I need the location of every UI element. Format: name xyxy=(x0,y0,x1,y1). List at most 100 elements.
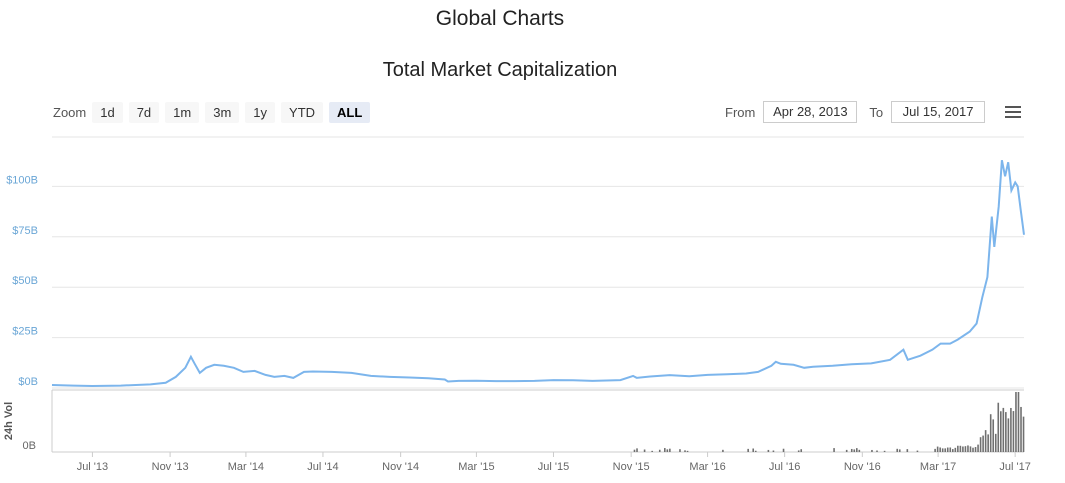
volume-bar xyxy=(944,448,947,452)
volume-axis-label: 24h Vol xyxy=(3,402,15,440)
volume-bar xyxy=(722,449,724,452)
volume-bar xyxy=(987,434,989,452)
volume-bar xyxy=(752,448,755,452)
volume-bar xyxy=(754,450,757,452)
volume-bar xyxy=(979,437,982,452)
zoom-7d-button[interactable]: 7d xyxy=(128,101,160,123)
zoom-3m-button[interactable]: 3m xyxy=(205,101,240,123)
volume-bar xyxy=(850,448,853,452)
volume-bar xyxy=(896,448,899,452)
y-tick-label: $50B xyxy=(12,275,38,287)
volume-bar xyxy=(1020,406,1022,452)
volume-bar xyxy=(782,448,785,452)
page-title: Global Charts xyxy=(435,7,565,30)
zoom-all-button[interactable]: ALL xyxy=(329,101,371,123)
volume-bar xyxy=(936,446,939,452)
volume-bar xyxy=(666,449,669,452)
zoom-1m-button[interactable]: 1m xyxy=(165,101,200,123)
x-tick-label: Mar '14 xyxy=(228,461,264,473)
from-label: From xyxy=(725,104,756,120)
volume-bar xyxy=(664,448,666,452)
to-date-input[interactable]: Jul 15, 2017 xyxy=(891,101,986,123)
y-tick-label: $75B xyxy=(12,225,38,237)
volume-bar xyxy=(1005,412,1007,452)
volume-bar xyxy=(883,450,886,452)
volume-bar xyxy=(934,448,936,452)
zoom-ytd-button[interactable]: YTD xyxy=(281,101,324,123)
x-tick-label: Nov '16 xyxy=(844,461,881,473)
hamburger-menu-icon[interactable] xyxy=(1005,106,1021,120)
volume-bar xyxy=(964,446,967,452)
volume-bar xyxy=(984,430,987,452)
y-tick-label: $100B xyxy=(6,174,38,186)
volume-bar xyxy=(969,446,972,452)
volume-bar xyxy=(853,449,856,452)
volume-bar xyxy=(997,402,1000,452)
volume-bar xyxy=(972,447,974,452)
volume-bar xyxy=(800,449,803,452)
x-tick-label: Jul '15 xyxy=(538,461,569,473)
volume-bar xyxy=(1007,418,1010,452)
volume-bar xyxy=(797,450,800,452)
volume-bar xyxy=(772,450,775,452)
volume-bar xyxy=(1000,411,1002,452)
volume-bar xyxy=(1015,392,1017,452)
volume-bar xyxy=(906,449,909,452)
volume-bar xyxy=(747,448,749,452)
x-tick-label: Mar '15 xyxy=(458,461,494,473)
volume-bar xyxy=(982,435,984,452)
date-range-controls: From Apr 28, 2013 To Jul 15, 2017 xyxy=(725,101,986,123)
x-tick-label: Nov '13 xyxy=(152,461,189,473)
volume-bar xyxy=(658,449,661,452)
volume-bar xyxy=(871,449,873,452)
zoom-1d-button[interactable]: 1d xyxy=(92,101,123,123)
x-tick-label: Jul '17 xyxy=(999,461,1030,473)
volume-bar xyxy=(957,445,959,452)
volume-bar xyxy=(994,433,997,452)
volume-bar xyxy=(1012,411,1015,452)
volume-bar xyxy=(989,414,992,452)
volume-bar xyxy=(952,449,954,452)
volume-bar xyxy=(967,445,969,452)
volume-bar xyxy=(856,448,858,452)
volume-bar xyxy=(651,450,653,452)
y-tick-label: $25B xyxy=(12,326,38,338)
volume-bar xyxy=(858,449,861,452)
to-label: To xyxy=(869,104,884,120)
volume-bar xyxy=(974,447,977,452)
chart-title: Total Market Capitalization xyxy=(382,59,618,81)
x-tick-label: Nov '14 xyxy=(382,461,419,473)
volume-bar xyxy=(916,450,919,452)
volume-bar xyxy=(977,444,979,452)
volume-bar xyxy=(833,448,835,452)
x-tick-label: Jul '16 xyxy=(769,461,800,473)
volume-bar xyxy=(686,450,689,452)
volume-bar xyxy=(1010,407,1012,452)
volume-bar xyxy=(643,449,646,452)
volume-bar xyxy=(876,450,878,452)
zoom-controls: Zoom 1d 7d 1m 3m 1y YTD ALL xyxy=(53,101,376,123)
volume-bar xyxy=(845,449,848,452)
volume-bar xyxy=(1017,392,1020,452)
y-tick-label: $0B xyxy=(18,376,38,388)
zoom-1y-button[interactable]: 1y xyxy=(245,101,276,123)
x-tick-label: Jul '13 xyxy=(77,461,108,473)
volume-bar xyxy=(898,449,901,452)
volume-bar xyxy=(1002,407,1005,452)
from-date-input[interactable]: Apr 28, 2013 xyxy=(763,101,858,123)
volume-bar xyxy=(767,449,770,452)
market-cap-line xyxy=(51,160,1025,388)
volume-bar xyxy=(946,447,949,452)
x-tick-label: Mar '17 xyxy=(920,461,956,473)
zoom-label: Zoom xyxy=(53,104,87,120)
volume-bar xyxy=(949,447,952,452)
x-tick-label: Mar '16 xyxy=(689,461,725,473)
volume-bar xyxy=(941,448,944,452)
volume-bar xyxy=(1022,416,1025,452)
volume-bar xyxy=(939,447,941,452)
volume-bar xyxy=(669,448,671,452)
volume-bar xyxy=(636,448,638,452)
volume-bar xyxy=(633,449,636,452)
volume-bar xyxy=(679,449,681,452)
